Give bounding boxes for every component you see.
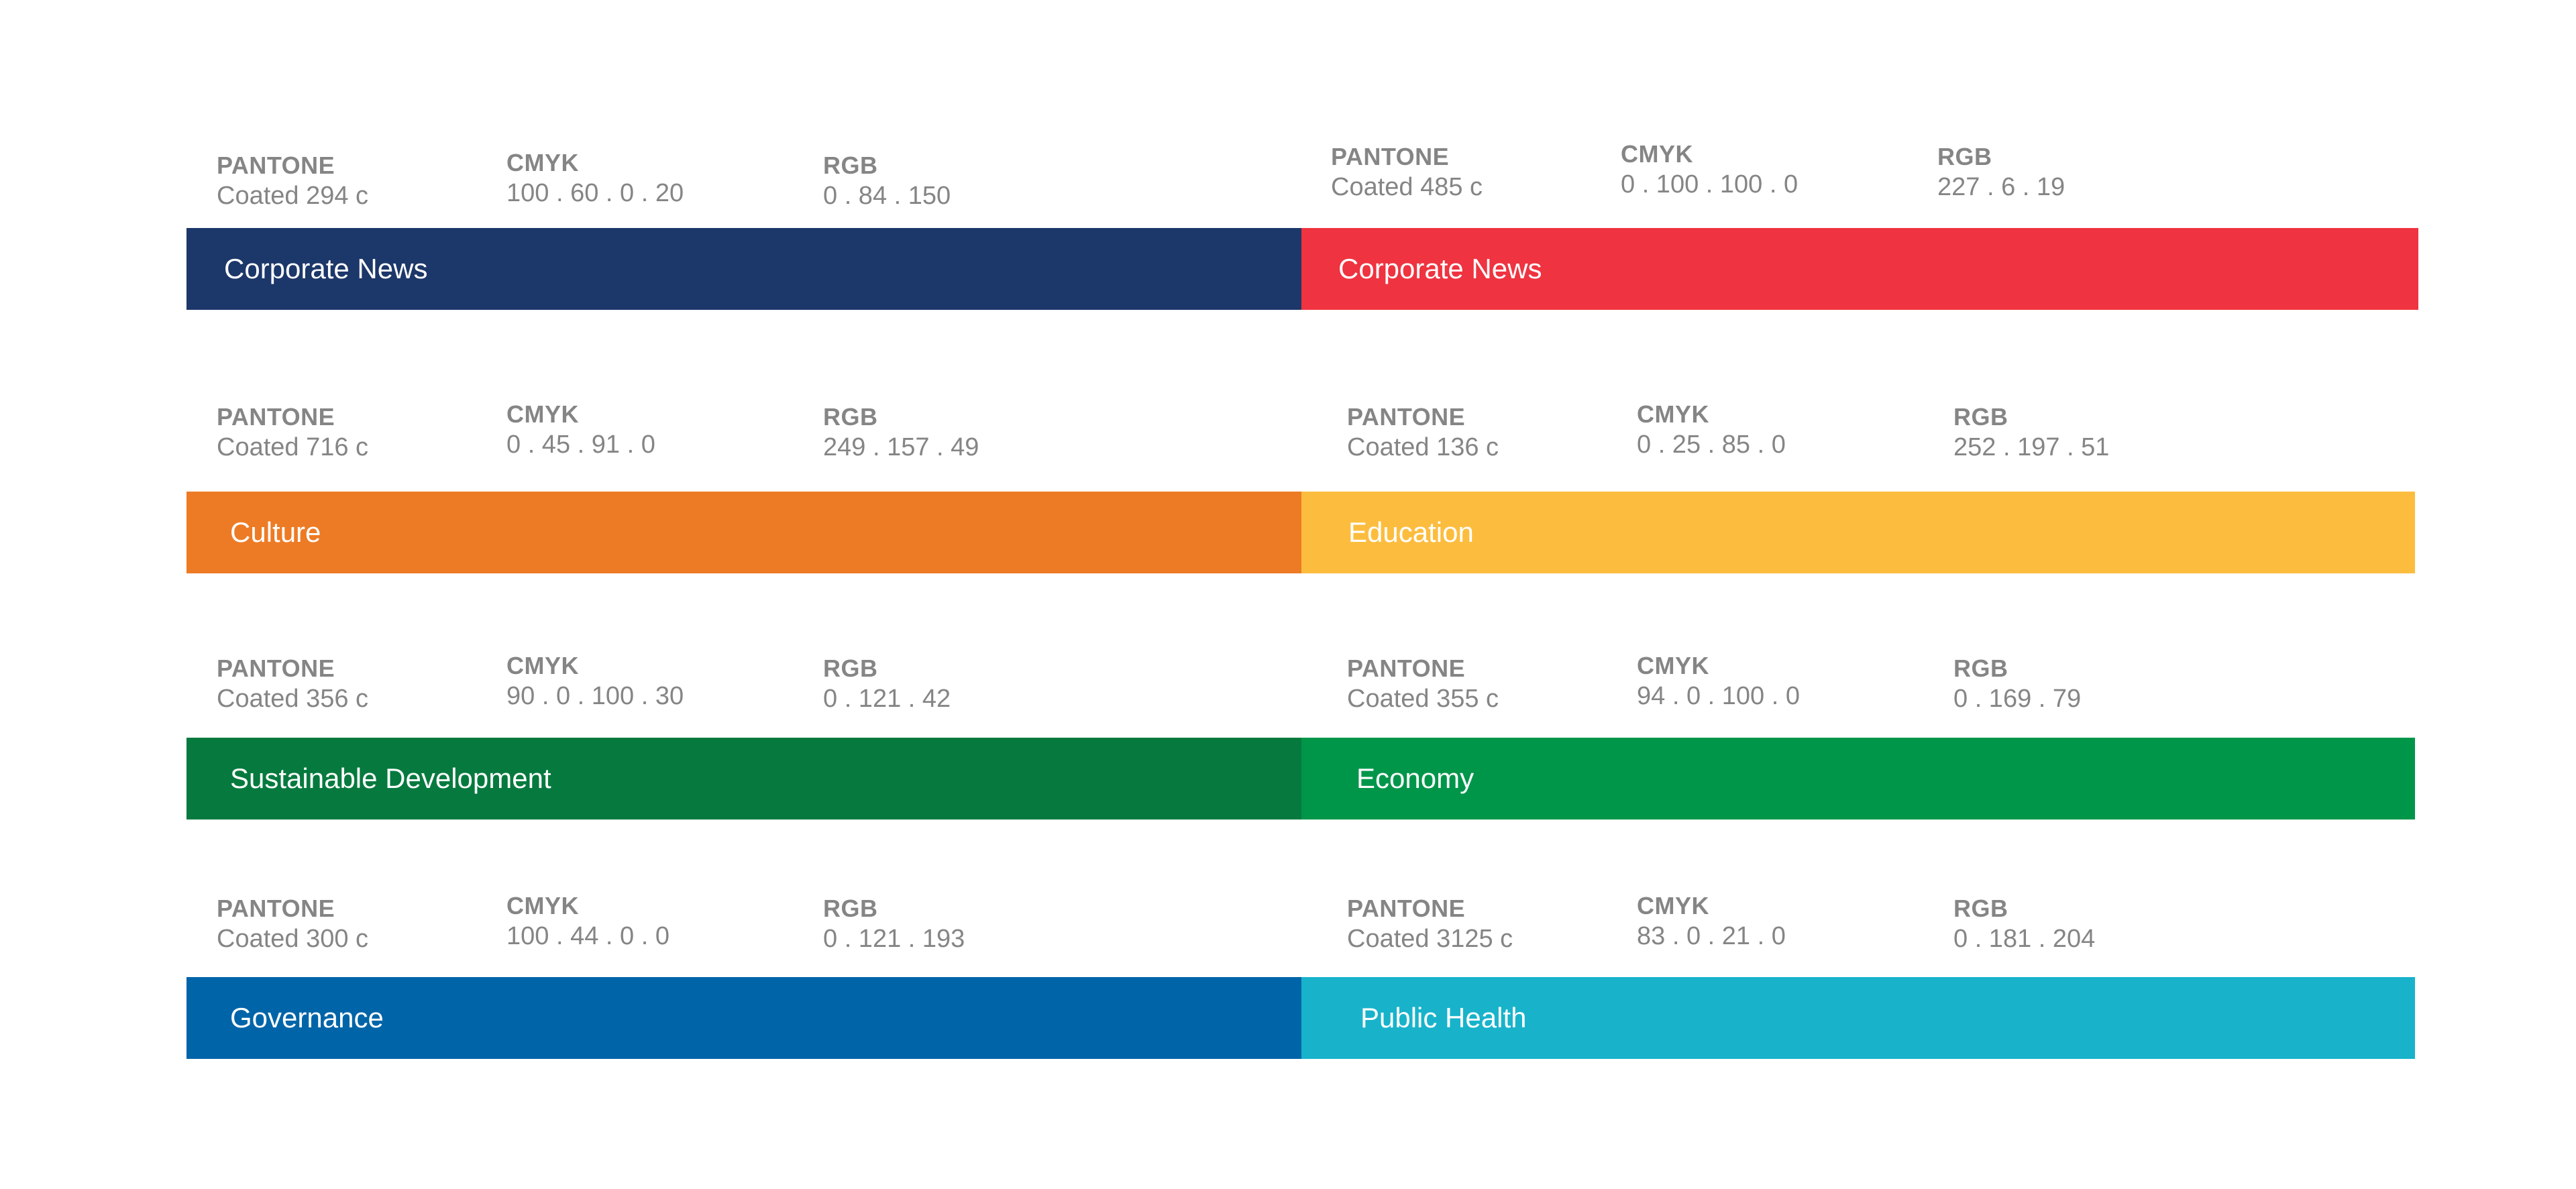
rgb-label: RGB — [823, 655, 878, 682]
rgb-value: 0 . 181 . 204 — [1953, 925, 2096, 953]
rgb-label: RGB — [1937, 143, 1992, 170]
cmyk-spec: CMYK 90 . 0 . 100 . 30 — [506, 651, 684, 712]
cmyk-label: CMYK — [1621, 140, 1693, 168]
color-bar-label: Corporate News — [224, 253, 428, 284]
cmyk-label: CMYK — [506, 149, 579, 176]
color-bar-label: Corporate News — [1338, 253, 1542, 284]
cmyk-value: 100 . 44 . 0 . 0 — [506, 922, 669, 950]
pantone-spec: PANTONE Coated 485 c — [1331, 142, 1483, 203]
rgb-label: RGB — [1953, 403, 2008, 431]
rgb-label: RGB — [823, 152, 878, 179]
pantone-spec: PANTONE Coated 716 c — [217, 402, 368, 463]
cmyk-spec: CMYK 0 . 100 . 100 . 0 — [1621, 139, 1798, 200]
pantone-value: Coated 485 c — [1331, 173, 1483, 201]
swatch-specs-education: PANTONE Coated 136 c CMYK 0 . 25 . 85 . … — [1347, 400, 2353, 476]
cmyk-value: 100 . 60 . 0 . 20 — [506, 179, 684, 207]
swatch-specs-corporate-news-blue: PANTONE Coated 294 c CMYK 100 . 60 . 0 .… — [217, 148, 1223, 225]
cmyk-label: CMYK — [506, 892, 579, 919]
rgb-spec: RGB 249 . 157 . 49 — [823, 402, 979, 463]
pantone-spec: PANTONE Coated 294 c — [217, 151, 368, 211]
cmyk-label: CMYK — [1637, 652, 1709, 679]
pantone-spec: PANTONE Coated 356 c — [217, 654, 368, 714]
pantone-label: PANTONE — [1331, 143, 1450, 170]
cmyk-value: 0 . 45 . 91 . 0 — [506, 431, 655, 459]
rgb-value: 227 . 6 . 19 — [1937, 173, 2065, 201]
pantone-value: Coated 294 c — [217, 182, 369, 210]
pantone-label: PANTONE — [217, 895, 335, 922]
pantone-value: Coated 355 c — [1347, 685, 1499, 713]
color-bar-label: Education — [1348, 516, 1474, 548]
rgb-spec: RGB 252 . 197 . 51 — [1953, 402, 2109, 463]
cmyk-spec: CMYK 0 . 25 . 85 . 0 — [1637, 400, 1786, 460]
color-bar-governance: Governance — [186, 977, 1301, 1059]
rgb-label: RGB — [823, 895, 878, 922]
cmyk-spec: CMYK 100 . 44 . 0 . 0 — [506, 891, 669, 952]
color-bar-label: Economy — [1356, 762, 1474, 794]
rgb-value: 249 . 157 . 49 — [823, 433, 979, 461]
pantone-spec: PANTONE Coated 136 c — [1347, 402, 1499, 463]
swatch-specs-public-health: PANTONE Coated 3125 c CMYK 83 . 0 . 21 .… — [1347, 891, 2353, 968]
cmyk-spec: CMYK 94 . 0 . 100 . 0 — [1637, 651, 1800, 712]
pantone-value: Coated 136 c — [1347, 433, 1499, 461]
pantone-value: Coated 716 c — [217, 433, 369, 461]
color-bar-culture: Culture — [186, 492, 1301, 573]
pantone-label: PANTONE — [1347, 895, 1466, 922]
cmyk-value: 90 . 0 . 100 . 30 — [506, 682, 684, 710]
pantone-value: Coated 300 c — [217, 925, 369, 953]
rgb-value: 252 . 197 . 51 — [1953, 433, 2110, 461]
swatch-specs-economy: PANTONE Coated 355 c CMYK 94 . 0 . 100 .… — [1347, 651, 2353, 728]
rgb-value: 0 . 121 . 193 — [823, 925, 965, 953]
pantone-spec: PANTONE Coated 355 c — [1347, 654, 1499, 714]
color-bar-label: Sustainable Development — [230, 762, 551, 794]
color-bar-label: Governance — [230, 1002, 384, 1033]
rgb-spec: RGB 0 . 181 . 204 — [1953, 894, 2095, 954]
cmyk-value: 0 . 25 . 85 . 0 — [1637, 431, 1786, 459]
cmyk-value: 0 . 100 . 100 . 0 — [1621, 170, 1799, 199]
color-bar-corporate-news-blue: Corporate News — [186, 228, 1301, 310]
rgb-value: 0 . 169 . 79 — [1953, 685, 2082, 713]
pantone-label: PANTONE — [217, 655, 335, 682]
swatch-specs-corporate-news-red: PANTONE Coated 485 c CMYK 0 . 100 . 100 … — [1331, 139, 2337, 216]
color-bar-education: Education — [1301, 492, 2415, 573]
pantone-label: PANTONE — [1347, 655, 1466, 682]
rgb-spec: RGB 227 . 6 . 19 — [1937, 142, 2065, 203]
rgb-spec: RGB 0 . 121 . 42 — [823, 654, 951, 714]
color-bar-label: Culture — [230, 516, 321, 548]
swatch-specs-governance: PANTONE Coated 300 c CMYK 100 . 44 . 0 .… — [217, 891, 1223, 968]
pantone-value: Coated 356 c — [217, 685, 369, 713]
rgb-label: RGB — [1953, 655, 2008, 682]
rgb-label: RGB — [1953, 895, 2008, 922]
color-bar-economy: Economy — [1301, 738, 2415, 819]
cmyk-value: 94 . 0 . 100 . 0 — [1637, 682, 1800, 710]
pantone-label: PANTONE — [217, 152, 335, 179]
pantone-label: PANTONE — [1347, 403, 1466, 431]
cmyk-spec: CMYK 83 . 0 . 21 . 0 — [1637, 891, 1786, 952]
cmyk-label: CMYK — [506, 652, 579, 679]
rgb-label: RGB — [823, 403, 878, 431]
cmyk-spec: CMYK 0 . 45 . 91 . 0 — [506, 400, 655, 460]
cmyk-value: 83 . 0 . 21 . 0 — [1637, 922, 1786, 950]
cmyk-label: CMYK — [1637, 892, 1709, 919]
color-bar-corporate-news-red: Corporate News — [1301, 228, 2418, 310]
rgb-spec: RGB 0 . 84 . 150 — [823, 151, 951, 211]
swatch-specs-sustainable-development: PANTONE Coated 356 c CMYK 90 . 0 . 100 .… — [217, 651, 1223, 728]
rgb-value: 0 . 121 . 42 — [823, 685, 951, 713]
rgb-spec: RGB 0 . 169 . 79 — [1953, 654, 2081, 714]
pantone-spec: PANTONE Coated 3125 c — [1347, 894, 1513, 954]
pantone-value: Coated 3125 c — [1347, 925, 1513, 953]
color-bar-public-health: Public Health — [1301, 977, 2415, 1059]
cmyk-label: CMYK — [506, 400, 579, 428]
pantone-spec: PANTONE Coated 300 c — [217, 894, 368, 954]
rgb-value: 0 . 84 . 150 — [823, 182, 951, 210]
rgb-spec: RGB 0 . 121 . 193 — [823, 894, 965, 954]
swatch-specs-culture: PANTONE Coated 716 c CMYK 0 . 45 . 91 . … — [217, 400, 1223, 476]
color-bar-label: Public Health — [1360, 1002, 1527, 1033]
pantone-label: PANTONE — [217, 403, 335, 431]
color-bar-sustainable-development: Sustainable Development — [186, 738, 1301, 819]
cmyk-spec: CMYK 100 . 60 . 0 . 20 — [506, 148, 684, 209]
cmyk-label: CMYK — [1637, 400, 1709, 428]
